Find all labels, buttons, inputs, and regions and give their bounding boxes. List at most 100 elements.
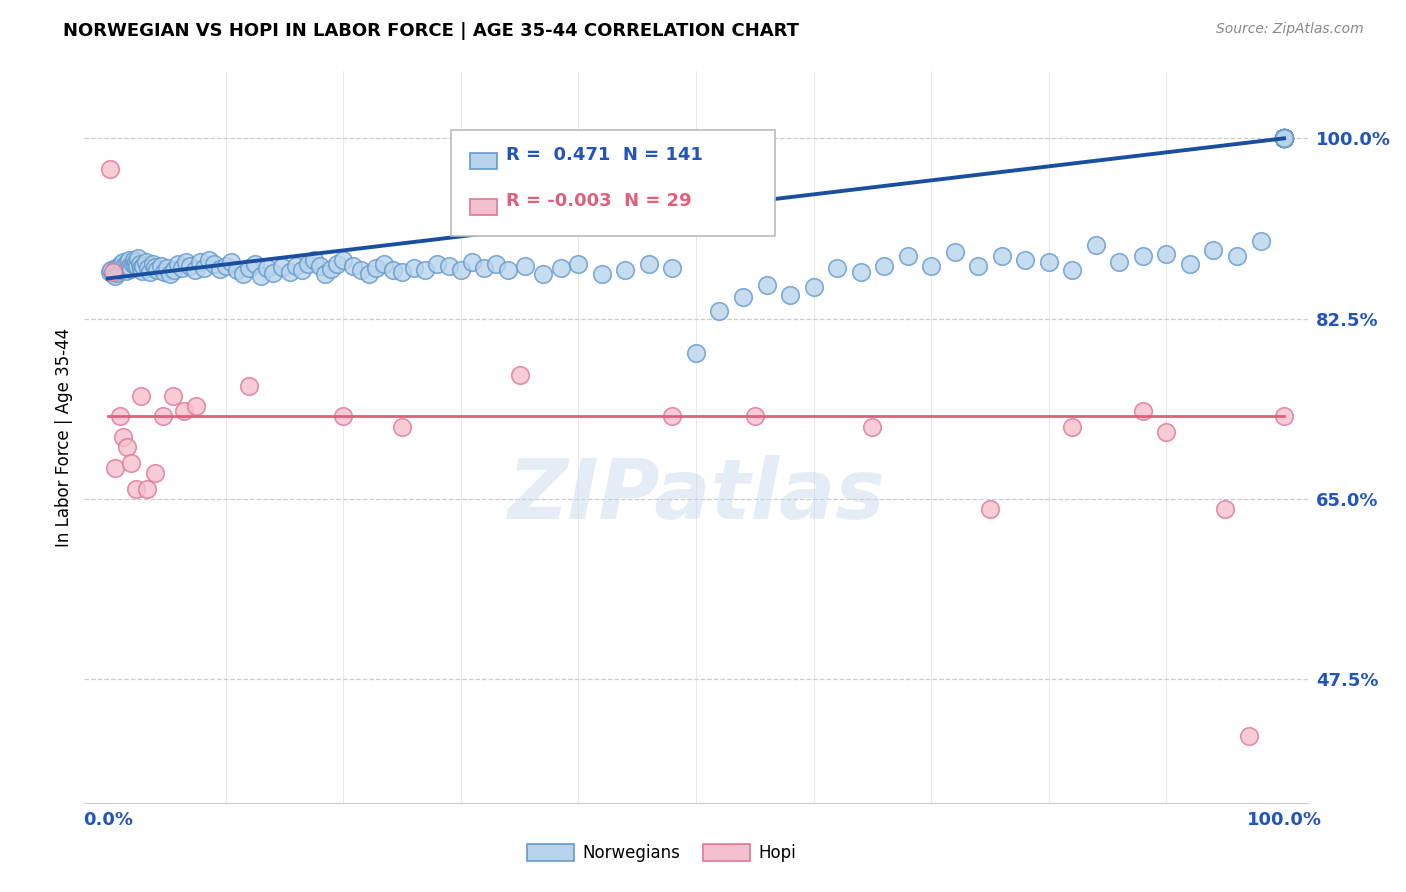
Point <box>373 257 395 271</box>
Point <box>238 261 260 276</box>
Point <box>170 261 193 276</box>
Point <box>1038 255 1060 269</box>
Point <box>1272 131 1295 145</box>
Point <box>450 263 472 277</box>
Point <box>1272 131 1295 145</box>
Point <box>1272 131 1295 145</box>
Point <box>188 255 211 269</box>
Point <box>1062 263 1084 277</box>
Point <box>249 269 271 284</box>
Point <box>105 261 128 276</box>
Point <box>967 259 990 273</box>
Point <box>208 262 231 277</box>
Point <box>121 257 143 271</box>
Point <box>1226 249 1249 263</box>
Text: Norwegians: Norwegians <box>582 844 681 862</box>
Point <box>174 255 197 269</box>
Point <box>1272 131 1295 145</box>
Point <box>391 265 413 279</box>
Point <box>221 255 243 269</box>
Point <box>381 263 404 277</box>
Point <box>531 268 554 282</box>
Point <box>1156 425 1178 439</box>
Point <box>238 378 260 392</box>
Point <box>1156 246 1178 260</box>
Point <box>101 268 124 282</box>
Point <box>350 263 373 277</box>
Point <box>991 249 1014 263</box>
Point <box>1272 131 1295 145</box>
Point <box>731 290 754 304</box>
Point <box>193 261 215 276</box>
Point <box>129 261 152 276</box>
Point <box>143 260 166 274</box>
Point <box>127 259 149 273</box>
Point <box>314 268 336 282</box>
Point <box>124 258 146 272</box>
Text: R =  0.471  N = 141: R = 0.471 N = 141 <box>506 146 703 164</box>
Point <box>143 466 166 480</box>
Point <box>115 441 138 455</box>
Point <box>1108 255 1130 269</box>
Point <box>112 259 135 273</box>
Point <box>1272 131 1295 145</box>
Point <box>332 252 354 267</box>
Point <box>1132 249 1154 263</box>
Point <box>163 263 186 277</box>
Point <box>661 409 683 424</box>
Point <box>115 256 138 270</box>
Point <box>117 261 139 276</box>
Point <box>135 482 157 496</box>
Point <box>391 419 413 434</box>
Point <box>125 255 148 269</box>
FancyBboxPatch shape <box>703 844 749 862</box>
Point <box>142 257 165 271</box>
Point <box>156 261 179 276</box>
Point <box>159 268 181 282</box>
Point <box>1084 238 1107 252</box>
Point <box>149 259 172 273</box>
Point <box>135 255 157 269</box>
Point <box>1272 131 1295 145</box>
Point <box>1272 131 1295 145</box>
Point <box>1272 409 1295 424</box>
Point <box>364 261 387 276</box>
Point <box>849 265 872 279</box>
Point <box>638 257 661 271</box>
Point <box>104 461 127 475</box>
Point <box>342 259 364 273</box>
Point <box>152 409 174 424</box>
Point <box>1178 257 1201 271</box>
Point <box>685 345 707 359</box>
Point <box>108 263 131 277</box>
Point <box>873 259 896 273</box>
Point <box>112 430 135 444</box>
Point <box>1272 131 1295 145</box>
Point <box>897 249 920 263</box>
Point <box>120 262 142 277</box>
Point <box>120 456 142 470</box>
Text: NORWEGIAN VS HOPI IN LABOR FORCE | AGE 35-44 CORRELATION CHART: NORWEGIAN VS HOPI IN LABOR FORCE | AGE 3… <box>63 22 799 40</box>
Point <box>550 261 572 276</box>
Point <box>112 255 135 269</box>
Point <box>184 399 207 413</box>
Point <box>591 268 613 282</box>
Point <box>173 404 195 418</box>
FancyBboxPatch shape <box>527 844 574 862</box>
Point <box>920 259 942 273</box>
Point <box>1272 131 1295 145</box>
Point <box>105 266 128 280</box>
Point <box>101 265 124 279</box>
Point <box>509 368 531 383</box>
Point <box>1132 404 1154 418</box>
Point <box>125 482 148 496</box>
Y-axis label: In Labor Force | Age 35-44: In Labor Force | Age 35-44 <box>55 327 73 547</box>
Point <box>139 265 162 279</box>
Point <box>437 259 460 273</box>
Point <box>1272 131 1295 145</box>
Text: Source: ZipAtlas.com: Source: ZipAtlas.com <box>1216 22 1364 37</box>
FancyBboxPatch shape <box>451 130 776 235</box>
Point <box>110 257 132 271</box>
Point <box>111 262 134 277</box>
Point <box>202 257 225 271</box>
